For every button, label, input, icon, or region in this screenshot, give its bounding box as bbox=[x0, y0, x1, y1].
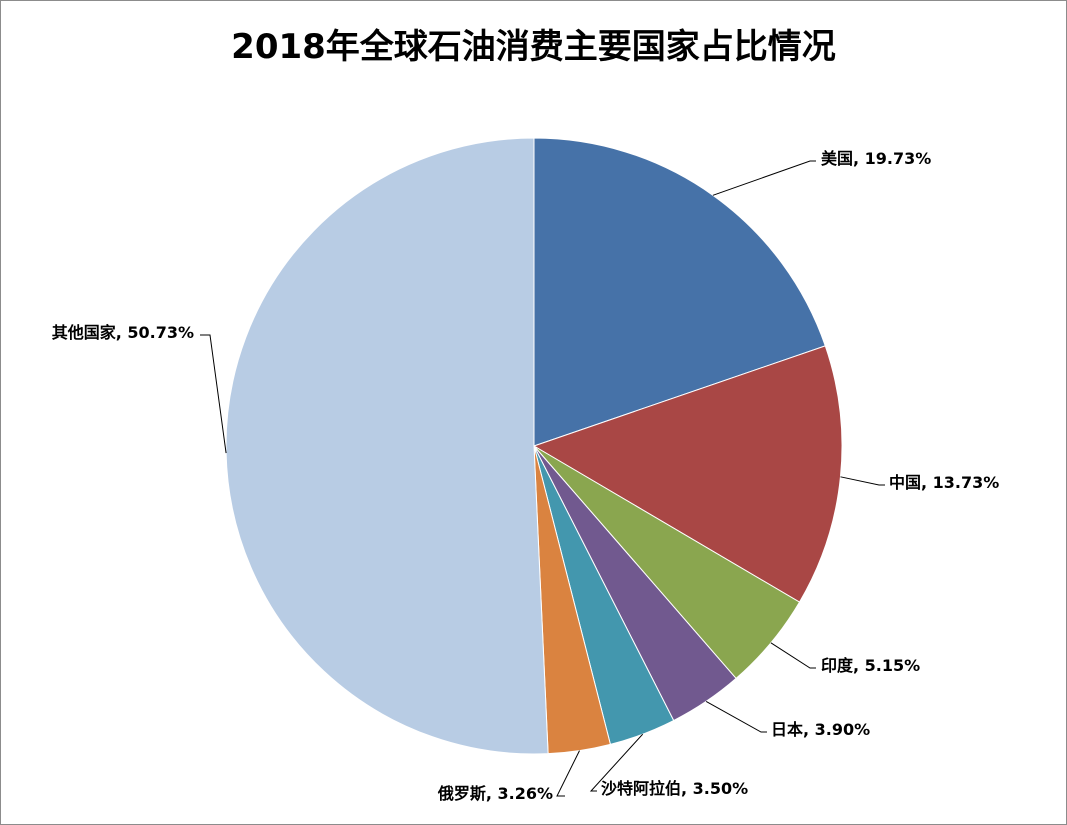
pie-slice-其他国家 bbox=[225, 137, 549, 755]
data-labels: 美国, 19.73% 中国, 13.73% 印度, 5.15% 日本, 3.90% 沙特… bbox=[52, 149, 1000, 803]
pie-slice-中国 bbox=[532, 345, 843, 603]
leader-line-日本 bbox=[705, 700, 767, 733]
data-label-印度: 印度, 5.15% bbox=[821, 656, 920, 675]
leader-line-中国 bbox=[840, 476, 885, 486]
data-label-其他国家: 其他国家, 50.73% bbox=[52, 323, 194, 342]
data-label-俄罗斯: 俄罗斯, 3.26% bbox=[437, 784, 553, 803]
data-label-沙特阿拉伯: 沙特阿拉伯, 3.50% bbox=[601, 779, 748, 798]
pie-slice-美国 bbox=[533, 137, 826, 447]
leader-line-其他国家 bbox=[200, 334, 227, 454]
leader-line-沙特阿拉伯 bbox=[589, 733, 644, 792]
leader-line-俄罗斯 bbox=[556, 750, 580, 797]
leader-lines bbox=[200, 160, 885, 797]
chart-title: 2018年全球石油消费主要国家占比情况 bbox=[231, 27, 836, 67]
leader-line-美国 bbox=[712, 160, 816, 196]
data-label-美国: 美国, 19.73% bbox=[821, 149, 931, 168]
data-label-日本: 日本, 3.90% bbox=[771, 720, 870, 739]
data-label-中国: 中国, 13.73% bbox=[889, 473, 999, 492]
pie-slices bbox=[225, 137, 843, 755]
leader-line-印度 bbox=[770, 642, 816, 669]
